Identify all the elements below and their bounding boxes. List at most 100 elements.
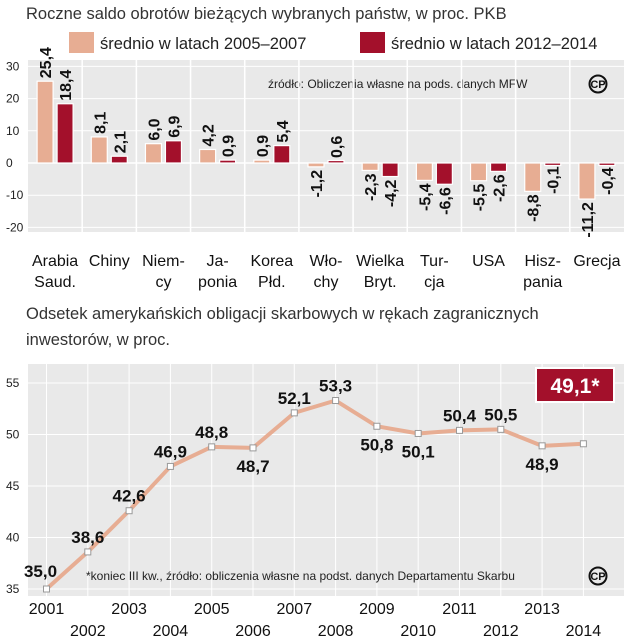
- bar-chart-title: Roczne saldo obrotów bieżących wybranych…: [26, 5, 507, 23]
- line-point: [456, 426, 463, 434]
- bar-2005-2007: [524, 162, 542, 192]
- copyright-icon-text: CP: [590, 79, 605, 91]
- bar-y-tick-label: 10: [6, 124, 20, 138]
- bar-y-tick-label: 0: [6, 156, 13, 170]
- bar-2005-2007: [578, 162, 596, 200]
- line-value-label: 42,6: [113, 487, 146, 506]
- line-y-tick-label: 40: [6, 531, 20, 545]
- bar-2005-2007: [415, 162, 433, 181]
- line-value-label: 46,9: [154, 442, 187, 461]
- category-label-line1: Grecja: [573, 253, 620, 270]
- bar-source-note: źródło: Obliczenia własne na pods. danyc…: [268, 74, 608, 94]
- bar-y-tick-label: 20: [6, 92, 20, 106]
- legend-label-2012-2014: średnio w latach 2012–2014: [391, 35, 597, 53]
- category-label-line2: cja: [424, 274, 445, 291]
- line-point: [332, 397, 340, 405]
- bar-value-label: -0,4: [600, 167, 617, 195]
- bar-value-label: 2,1: [112, 131, 129, 153]
- bar-2005-2007: [36, 80, 54, 164]
- category-label-line2: Płd.: [258, 274, 286, 291]
- category-label-line1: Arabia: [32, 253, 78, 270]
- bar-y-tick-label: -20: [6, 220, 24, 234]
- bar-source-text: źródło: Obliczenia własne na pods. danyc…: [268, 77, 528, 91]
- line-value-label: 50,1: [402, 442, 435, 461]
- line-x-tick-label: 2002: [70, 623, 106, 640]
- category-label-line1: USA: [472, 253, 505, 270]
- bar-2012-2014: [164, 140, 183, 164]
- bar-value-label: 5,4: [275, 120, 292, 142]
- line-y-tick-label: 50: [6, 428, 20, 442]
- line-x-tick-label: 2011: [442, 601, 477, 618]
- bar-2005-2007: [307, 162, 325, 168]
- bar-value-label: -6,6: [437, 187, 454, 215]
- line-y-tick-label: 55: [6, 376, 20, 390]
- line-x-tick-label: 2004: [153, 623, 189, 640]
- line-x-tick-label: 2005: [194, 601, 230, 618]
- bar-marks: [36, 80, 616, 200]
- bar-2005-2007: [199, 148, 217, 164]
- bar-chart: Roczne saldo obrotów bieżących wybranych…: [6, 5, 624, 291]
- line-point: [166, 462, 174, 470]
- bar-2005-2007: [253, 159, 271, 164]
- line-y-tick-label: 35: [6, 582, 20, 596]
- bar-2012-2014: [489, 162, 508, 172]
- line-value-labels: 35,0 38,6 42,6 46,9 48,8 48,7 52,1 53,3 50,8 50,1…: [24, 367, 615, 581]
- category-label-line1: Wielka: [356, 253, 404, 270]
- bar-2005-2007: [144, 143, 163, 164]
- bar-value-label: -0,1: [546, 166, 563, 194]
- bar-value-label: -5,4: [417, 183, 434, 211]
- line-chart-panel: [28, 364, 624, 596]
- category-label-line2: pania: [523, 274, 562, 291]
- line-value-label: 48,9: [526, 455, 559, 474]
- bar-value-label: 4,2: [201, 124, 218, 146]
- line-point: [249, 444, 257, 452]
- bar-2012-2014: [273, 145, 291, 164]
- series-line: [44, 398, 586, 591]
- bar-2012-2014: [381, 162, 399, 178]
- line-y-axis: 55 50 45 40 35: [6, 376, 20, 596]
- line-value-label: 38,6: [71, 528, 104, 547]
- line-x-tick-label: 2006: [235, 623, 271, 640]
- line-value-label: 52,1: [278, 389, 311, 408]
- bar-value-label: -1,2: [309, 170, 326, 198]
- line-x-axis: 2001 2002 2003 2004 2005 2006 2007 2008 2009 2010…: [29, 601, 602, 640]
- bar-2012-2014: [110, 155, 128, 164]
- line-point: [579, 440, 587, 448]
- line-point: [208, 443, 216, 451]
- line-value-label: 50,4: [443, 406, 477, 425]
- line-points: [43, 397, 587, 593]
- bar-2012-2014: [435, 162, 453, 185]
- bar-value-labels: 25,418,48,12,16,0 6,9 4,2 0,9 0,95,4-1,20,6-…: [38, 47, 617, 238]
- line-point: [290, 409, 298, 417]
- line-point: [125, 507, 133, 515]
- bar-category-labels: Arabia Saud. Chiny Niem-cy Ja-ponia Korea Płd.…: [32, 253, 621, 291]
- bar-value-label: -2,6: [492, 174, 509, 202]
- bar-value-label: 0,9: [221, 135, 238, 157]
- line-value-label: 48,8: [195, 423, 228, 442]
- line-x-tick-label: 2001: [29, 601, 65, 618]
- legend-label-2005-2007: średnio w latach 2005–2007: [100, 35, 306, 53]
- line-value-label: 50,8: [360, 435, 393, 454]
- bar-value-label: 8,1: [92, 112, 109, 134]
- line-point: [538, 442, 546, 450]
- line-chart-title-line1: Odsetek amerykańskich obligacji skarbowy…: [26, 305, 539, 323]
- bar-2005-2007: [361, 162, 379, 172]
- copyright-icon: [588, 566, 608, 586]
- bar-2005-2007: [90, 136, 108, 164]
- line-source-text: *koniec III kw., źródło: obliczenia włas…: [86, 569, 515, 583]
- bar-value-label: -5,5: [472, 184, 489, 212]
- bar-value-label: 18,4: [58, 70, 75, 101]
- bar-value-label: 6,9: [166, 115, 183, 137]
- line-point: [43, 585, 50, 593]
- bar-2012-2014: [56, 103, 74, 164]
- line-chart: Odsetek amerykańskich obligacji skarbowy…: [6, 305, 624, 640]
- bar-chart-panel: [28, 60, 624, 232]
- line-x-tick-label: 2008: [318, 623, 354, 640]
- bar-y-axis: 30 20 10 0 -10 -20: [6, 59, 24, 234]
- bar-value-label: 0,6: [329, 136, 346, 158]
- bar-value-label: -4,2: [383, 179, 400, 207]
- bar-2005-2007: [469, 162, 488, 182]
- category-label-line1: Niem-: [142, 253, 185, 270]
- line-value-label: 50,5: [484, 405, 517, 424]
- line-x-tick-label: 2012: [483, 623, 519, 640]
